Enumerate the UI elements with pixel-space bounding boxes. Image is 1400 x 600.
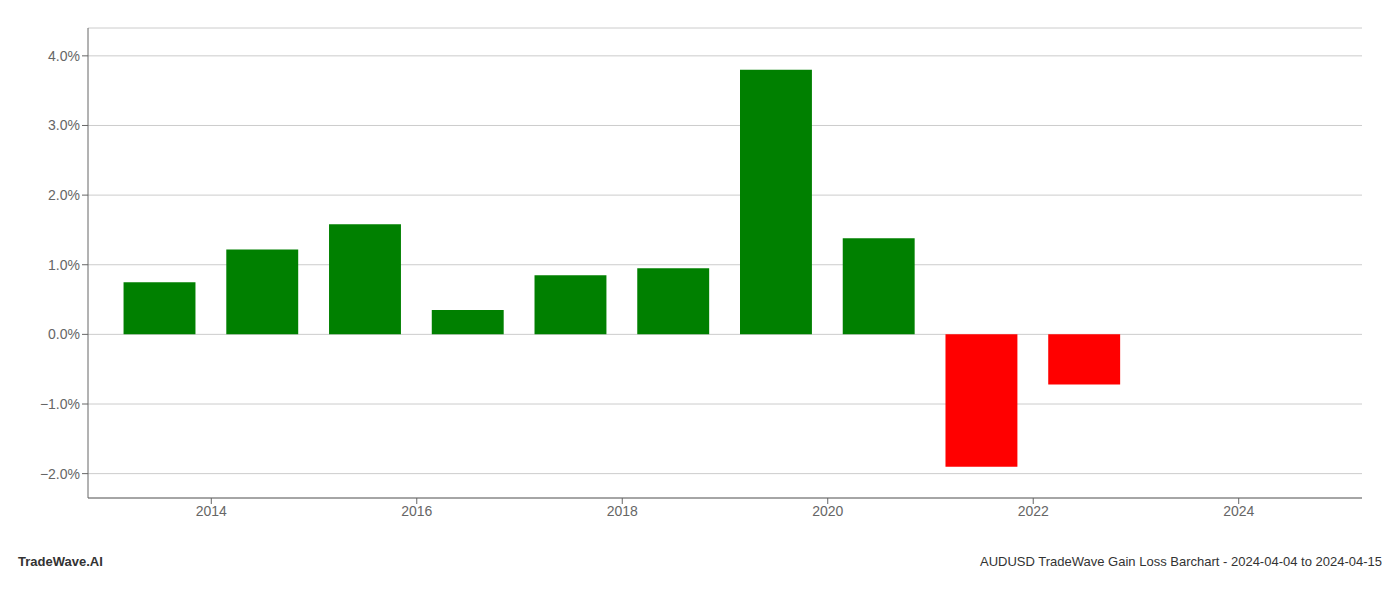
html-text:TradeWave.AI: TradeWave.AI — [18, 554, 103, 569]
svg-text:3.0%: 3.0% — [48, 117, 80, 133]
svg-text:2024: 2024 — [1223, 503, 1254, 519]
svg-text:−1.0%: −1.0% — [40, 396, 80, 412]
svg-text:0.0%: 0.0% — [48, 326, 80, 342]
svg-text:2014: 2014 — [196, 503, 227, 519]
svg-text:2018: 2018 — [607, 503, 638, 519]
svg-text:1.0%: 1.0% — [48, 257, 80, 273]
svg-text:2022: 2022 — [1018, 503, 1049, 519]
svg-text:−2.0%: −2.0% — [40, 466, 80, 482]
svg-text:2.0%: 2.0% — [48, 187, 80, 203]
svg-text:4.0%: 4.0% — [48, 48, 80, 64]
html-text:AUDUSD TradeWave Gain Loss Bar: AUDUSD TradeWave Gain Loss Barchart - 20… — [980, 554, 1382, 569]
svg-text:2020: 2020 — [812, 503, 843, 519]
svg-text:2016: 2016 — [401, 503, 432, 519]
